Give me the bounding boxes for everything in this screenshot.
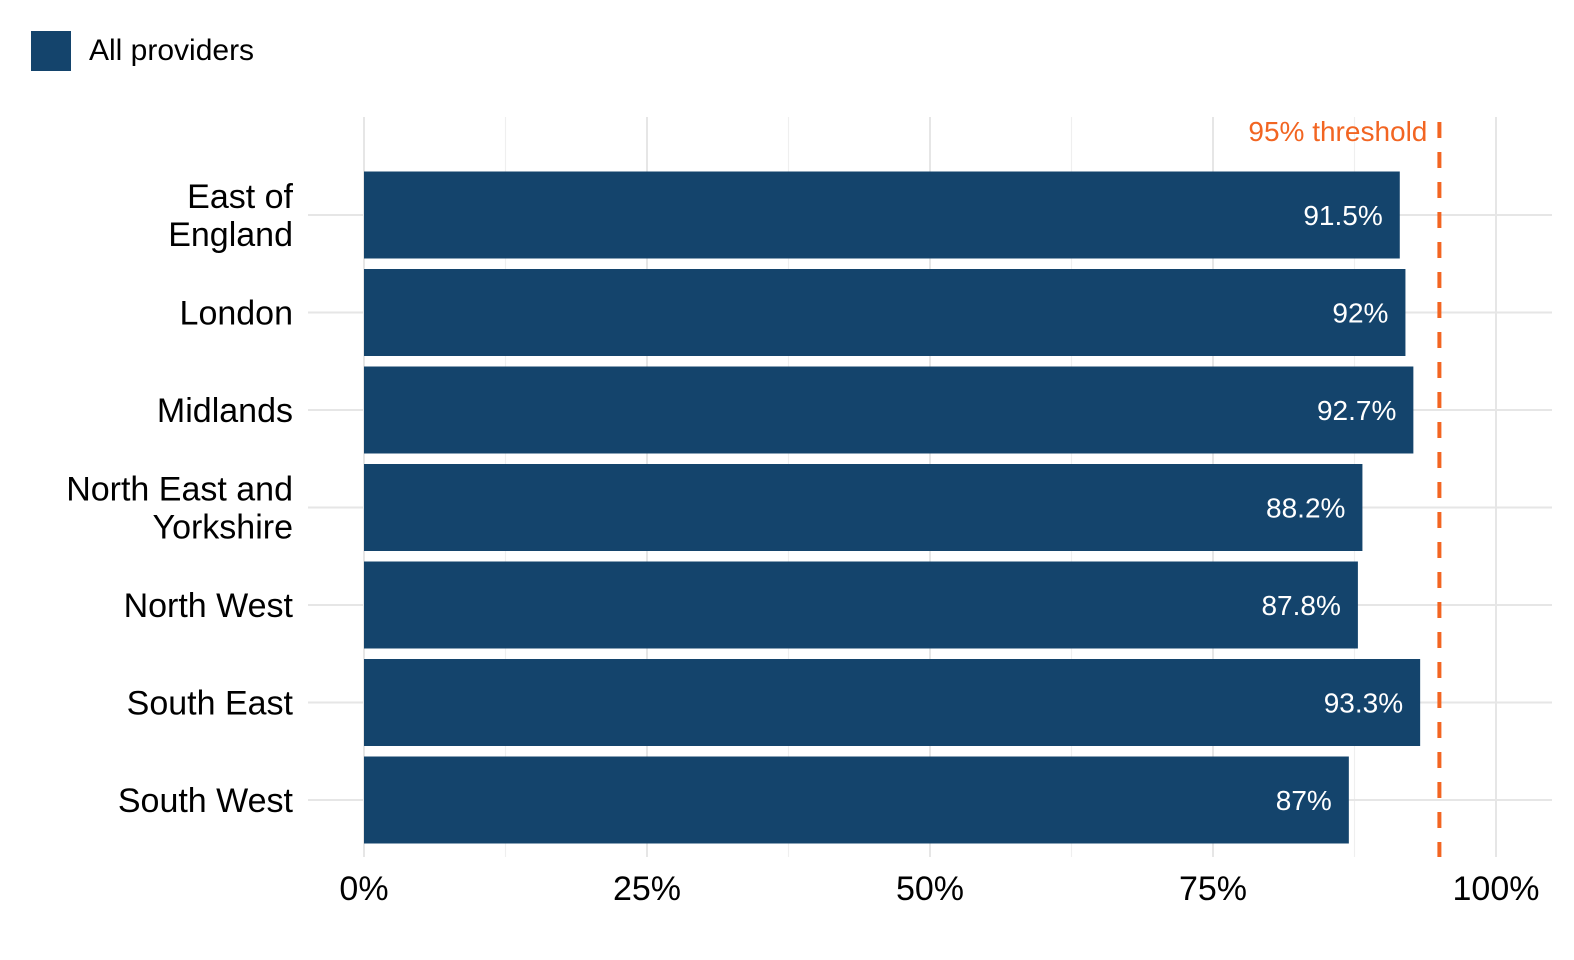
bar: [364, 269, 1406, 356]
bar: [364, 659, 1421, 746]
category-label: East of England: [168, 178, 293, 254]
category-label: South West: [118, 782, 294, 820]
bar: [364, 464, 1363, 551]
bar: [364, 366, 1414, 454]
bar-value-label: 93.3%: [1324, 688, 1403, 719]
category-label: North West: [124, 587, 294, 625]
legend-swatch: [31, 31, 71, 71]
x-axis-labels: 0% 25% 50% 75% 100%: [339, 870, 1539, 908]
x-tick-label: 75%: [1179, 870, 1247, 908]
threshold-label: 95% threshold: [1248, 116, 1427, 147]
legend: All providers: [31, 31, 254, 71]
category-label: North East and Yorkshire: [66, 471, 293, 547]
bar-value-label: 87%: [1276, 785, 1332, 816]
bars-layer: 91.5% 92% 92.7% 88.2% 87.8% 93.3% 87%: [364, 171, 1421, 844]
category-label: London: [180, 295, 293, 333]
category-label: South East: [127, 685, 294, 723]
x-tick-label: 25%: [613, 870, 681, 908]
reference-layer: 95% threshold: [1248, 116, 1442, 857]
y-axis-labels: East of England London Midlands North East a…: [66, 178, 293, 820]
category-label: Midlands: [157, 392, 293, 430]
bar-value-label: 92%: [1332, 298, 1388, 329]
bar: [364, 561, 1358, 649]
bar-value-label: 88.2%: [1266, 493, 1345, 524]
bar-value-label: 92.7%: [1317, 395, 1396, 426]
x-tick-label: 100%: [1453, 870, 1540, 908]
x-tick-label: 50%: [896, 870, 964, 908]
legend-label: All providers: [89, 34, 255, 67]
x-tick-label: 0%: [339, 870, 388, 908]
bar-value-label: 87.8%: [1261, 590, 1340, 621]
bar: [364, 171, 1400, 259]
bar: [364, 756, 1349, 844]
bar-value-label: 91.5%: [1303, 200, 1382, 231]
